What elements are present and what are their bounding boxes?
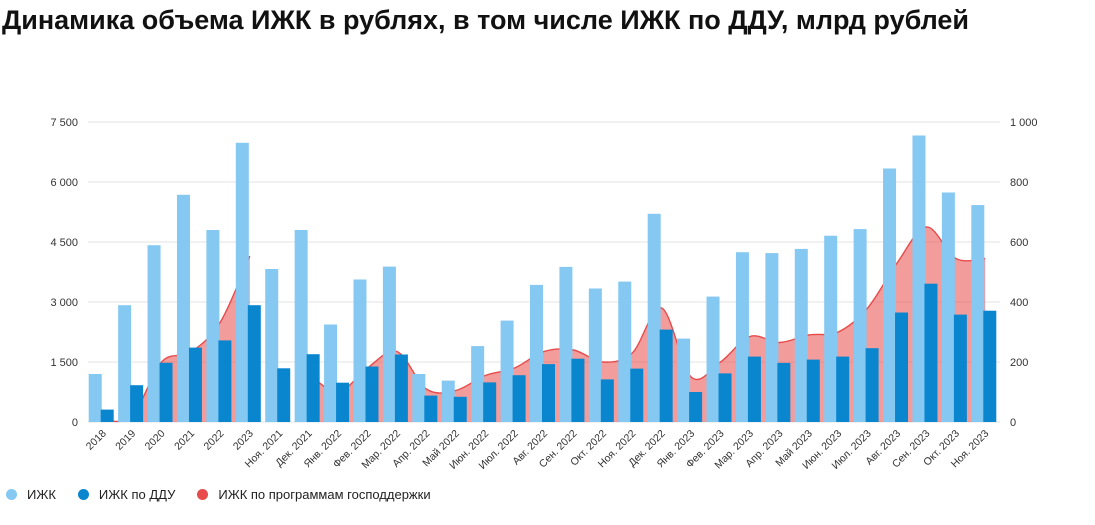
y-left-tick-label: 3 000 (50, 297, 78, 309)
legend-item-izhk-ddu[interactable]: ИЖК по ДДУ (77, 487, 176, 502)
bar-izhk-ddu-6 (277, 368, 291, 422)
bar-izhk-8 (324, 324, 338, 422)
bar-izhk-ddu-0 (100, 409, 114, 422)
x-tick-label: 2023 (231, 428, 256, 453)
bar-izhk-28 (912, 135, 926, 422)
bar-izhk-ddu-12 (453, 396, 467, 422)
bar-izhk-ddu-7 (306, 354, 320, 422)
x-tick-label: 2022 (202, 428, 227, 453)
bar-izhk-ddu-16 (571, 358, 585, 422)
bar-izhk-15 (530, 284, 543, 422)
bar-izhk-ddu-5 (247, 305, 261, 422)
bar-izhk-ddu-25 (836, 356, 850, 422)
y-left-tick-label: 6 000 (50, 177, 78, 189)
bar-izhk-29 (941, 192, 955, 422)
bar-izhk-16 (559, 266, 573, 422)
bar-izhk-30 (971, 205, 985, 422)
legend-label-izhk: ИЖК (27, 487, 56, 502)
bar-izhk-1 (118, 305, 132, 422)
bar-izhk-ddu-21 (718, 373, 732, 422)
x-tick-label: 2020 (143, 428, 168, 453)
bar-izhk-ddu-22 (747, 356, 761, 422)
bar-izhk-11 (412, 374, 426, 422)
bar-izhk-ddu-30 (983, 310, 997, 422)
bar-izhk-ddu-11 (424, 395, 438, 422)
bar-izhk-14 (500, 320, 514, 422)
bar-izhk-ddu-15 (542, 364, 555, 422)
legend-item-izhk[interactable]: ИЖК (6, 487, 56, 502)
legend-label-gov-support: ИЖК по программам господдержки (218, 487, 431, 502)
bar-izhk-ddu-17 (600, 379, 614, 422)
bar-izhk-27 (883, 168, 897, 422)
bar-izhk-23 (765, 253, 779, 422)
bar-izhk-ddu-18 (630, 368, 644, 422)
bar-izhk-ddu-13 (483, 382, 497, 422)
y-right-tick-label: 1 000 (1010, 117, 1038, 129)
bar-izhk-21 (706, 296, 720, 422)
bar-izhk-ddu-9 (365, 366, 379, 422)
bar-izhk-5 (235, 142, 249, 423)
y-right-tick-label: 600 (1010, 237, 1028, 249)
bar-izhk-22 (735, 252, 749, 422)
bar-izhk-ddu-27 (895, 312, 909, 422)
y-left-tick-label: 7 500 (50, 117, 78, 129)
x-tick-label: 2019 (113, 428, 138, 453)
bar-izhk-24 (794, 248, 808, 422)
y-left-tick-label: 1 500 (50, 357, 78, 369)
bar-izhk-4 (206, 230, 220, 422)
bar-izhk-9 (353, 279, 367, 422)
bar-izhk-ddu-8 (336, 382, 350, 422)
bar-izhk-ddu-4 (218, 340, 232, 422)
bar-izhk-2 (147, 245, 161, 422)
legend-label-izhk-ddu: ИЖК по ДДУ (98, 487, 176, 502)
bar-izhk-ddu-2 (159, 362, 173, 422)
y-right-tick-label: 400 (1010, 297, 1028, 309)
x-tick-label: 2018 (84, 428, 109, 453)
bar-izhk-10 (382, 266, 396, 422)
bar-izhk-ddu-1 (130, 385, 144, 422)
bar-izhk-19 (647, 213, 661, 422)
y-right-tick-label: 800 (1010, 177, 1028, 189)
bar-izhk-7 (294, 230, 308, 422)
bar-izhk-6 (265, 269, 279, 422)
bar-izhk-0 (88, 374, 102, 422)
bar-izhk-ddu-29 (953, 314, 967, 422)
bar-izhk-ddu-24 (806, 359, 820, 422)
legend-dot-izhk-ddu (77, 489, 89, 500)
bar-izhk-ddu-20 (689, 392, 703, 422)
bar-izhk-ddu-26 (865, 348, 879, 422)
bar-izhk-18 (618, 281, 632, 422)
bar-izhk-ddu-28 (924, 283, 938, 422)
bar-izhk-ddu-10 (394, 354, 408, 422)
bar-izhk-20 (677, 338, 691, 422)
y-right-tick-label: 200 (1010, 357, 1028, 369)
bar-izhk-ddu-23 (777, 362, 791, 422)
bar-izhk-ddu-19 (659, 329, 673, 422)
y-left-tick-label: 4 500 (50, 237, 78, 249)
bar-izhk-ddu-14 (512, 375, 526, 422)
legend-item-gov-support[interactable]: ИЖК по программам господдержки (197, 487, 431, 502)
legend-dot-gov-support (197, 489, 209, 500)
bar-izhk-3 (176, 194, 190, 422)
chart-title: Динамика объема ИЖК в рублях, в том числ… (2, 5, 970, 35)
bar-izhk-17 (588, 288, 602, 422)
x-tick-label: 2021 (172, 428, 197, 453)
bar-izhk-12 (441, 380, 455, 422)
bar-izhk-26 (853, 229, 867, 422)
bar-izhk-25 (824, 235, 838, 422)
y-left-tick-label: 0 (72, 417, 78, 429)
y-right-tick-label: 0 (1010, 417, 1016, 429)
bar-izhk-13 (471, 346, 485, 422)
legend-dot-izhk (6, 489, 17, 500)
chart-legend: ИЖК ИЖК по ДДУ ИЖК по программам господд… (6, 487, 431, 502)
bar-izhk-ddu-3 (188, 347, 202, 422)
